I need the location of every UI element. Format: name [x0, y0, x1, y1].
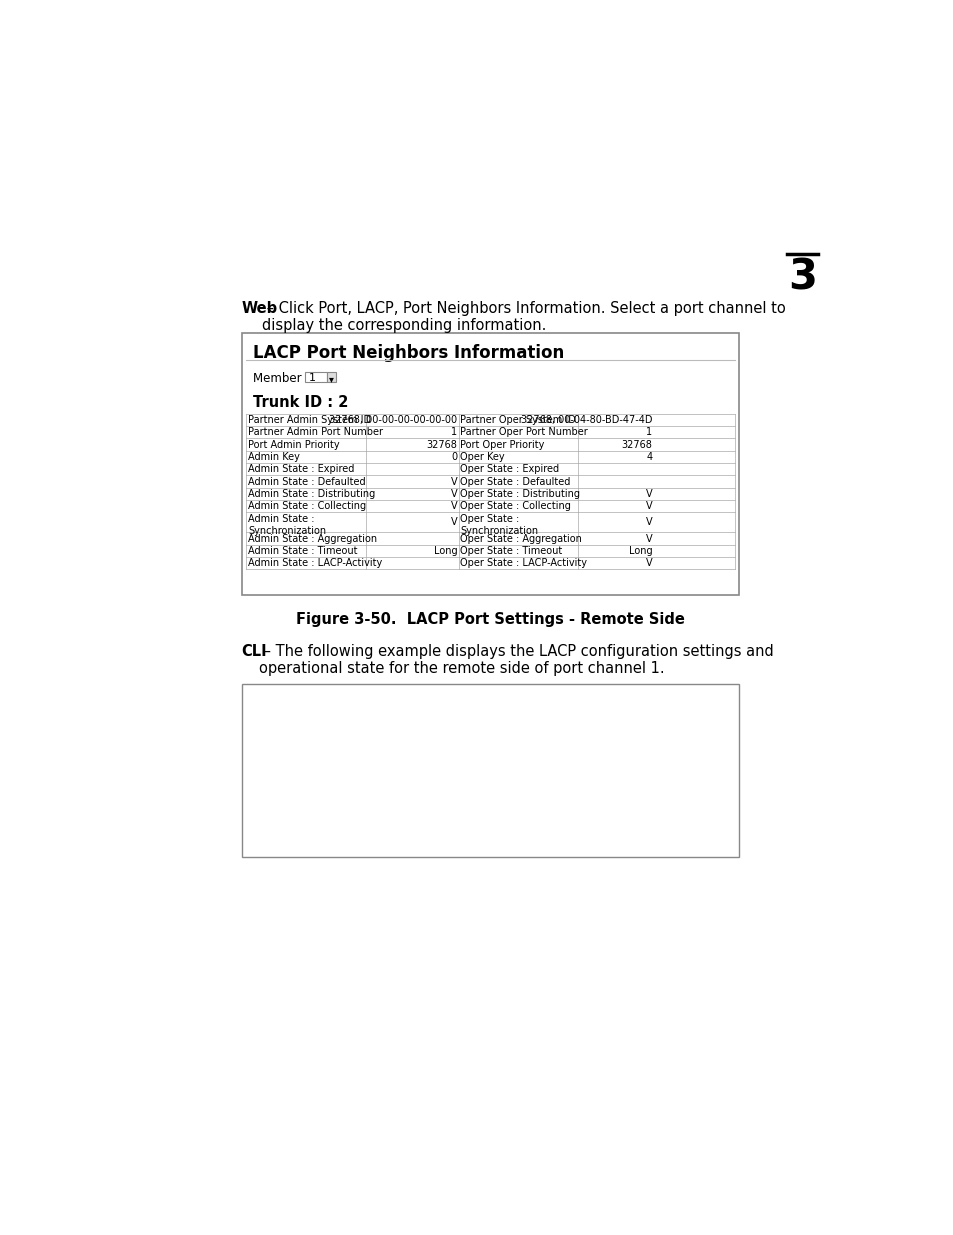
Text: Oper State : LACP-Activity: Oper State : LACP-Activity	[459, 558, 587, 568]
Text: Admin State : Timeout: Admin State : Timeout	[248, 546, 357, 556]
Text: 32768: 32768	[621, 440, 652, 450]
Text: – The following example displays the LACP configuration settings and
operational: – The following example displays the LAC…	[258, 645, 773, 677]
Bar	[241, 333, 739, 595]
Text: V: V	[450, 489, 456, 499]
Text: Web: Web	[241, 300, 277, 316]
Bar	[327, 372, 335, 383]
Text: 32768: 32768	[426, 440, 456, 450]
Text: 0: 0	[451, 452, 456, 462]
Text: 4: 4	[646, 452, 652, 462]
Bar	[241, 684, 739, 857]
Text: 32768, 00-00-00-00-00-00: 32768, 00-00-00-00-00-00	[329, 415, 456, 425]
Text: 32768, 00-04-80-BD-47-4D: 32768, 00-04-80-BD-47-4D	[520, 415, 652, 425]
Text: Oper State : Timeout: Oper State : Timeout	[459, 546, 562, 556]
Text: 1: 1	[451, 427, 456, 437]
Text: V: V	[450, 501, 456, 511]
Text: CLI: CLI	[241, 645, 267, 659]
Text: Partner Oper Port Number: Partner Oper Port Number	[459, 427, 587, 437]
Text: Oper State : Expired: Oper State : Expired	[459, 464, 558, 474]
Text: Long: Long	[628, 546, 652, 556]
Text: Long: Long	[433, 546, 456, 556]
Text: Oper State : Collecting: Oper State : Collecting	[459, 501, 571, 511]
Text: Admin State : LACP-Activity: Admin State : LACP-Activity	[248, 558, 382, 568]
Text: 1: 1	[646, 427, 652, 437]
Text: Admin Key: Admin Key	[248, 452, 299, 462]
Text: Port Admin Priority: Port Admin Priority	[248, 440, 339, 450]
Text: V: V	[450, 517, 456, 527]
Text: Partner Admin System ID: Partner Admin System ID	[248, 415, 371, 425]
Text: Admin State : Defaulted: Admin State : Defaulted	[248, 477, 365, 487]
Text: Trunk ID : 2: Trunk ID : 2	[253, 395, 348, 410]
Text: V: V	[645, 558, 652, 568]
Text: Admin State : Aggregation: Admin State : Aggregation	[248, 534, 376, 543]
Text: 3: 3	[787, 257, 817, 299]
Text: Admin State : Collecting: Admin State : Collecting	[248, 501, 366, 511]
Text: – Click Port, LACP, Port Neighbors Information. Select a port channel to
display: – Click Port, LACP, Port Neighbors Infor…	[261, 300, 784, 333]
Text: Figure 3-50.  LACP Port Settings - Remote Side: Figure 3-50. LACP Port Settings - Remote…	[295, 611, 684, 626]
Text: Partner Oper System ID: Partner Oper System ID	[459, 415, 576, 425]
Text: Member Port: Member Port	[253, 372, 328, 385]
Text: Oper State : Aggregation: Oper State : Aggregation	[459, 534, 581, 543]
Text: Oper State : Defaulted: Oper State : Defaulted	[459, 477, 570, 487]
Text: LACP Port Neighbors Information: LACP Port Neighbors Information	[253, 343, 563, 362]
Text: V: V	[645, 489, 652, 499]
Text: V: V	[645, 501, 652, 511]
Text: V: V	[645, 517, 652, 527]
Text: Oper State : Distributing: Oper State : Distributing	[459, 489, 579, 499]
Text: V: V	[645, 534, 652, 543]
Text: Admin State :
Synchronization: Admin State : Synchronization	[248, 514, 326, 536]
Text: ▾: ▾	[329, 374, 334, 384]
Text: V: V	[450, 477, 456, 487]
Bar	[305, 372, 327, 383]
Text: Port Oper Priority: Port Oper Priority	[459, 440, 544, 450]
Text: Oper Key: Oper Key	[459, 452, 504, 462]
Text: Oper State :
Synchronization: Oper State : Synchronization	[459, 514, 537, 536]
Text: Admin State : Expired: Admin State : Expired	[248, 464, 354, 474]
Text: Partner Admin Port Number: Partner Admin Port Number	[248, 427, 382, 437]
Text: Admin State : Distributing: Admin State : Distributing	[248, 489, 375, 499]
Text: 1: 1	[308, 373, 315, 383]
